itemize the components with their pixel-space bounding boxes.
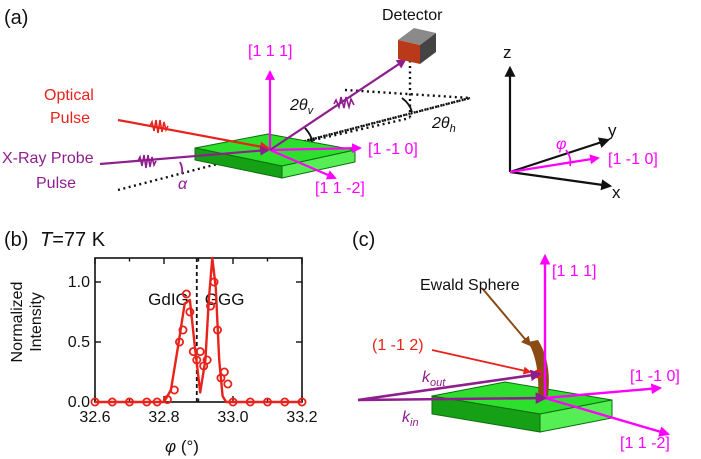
theta-h-label: 2θh: [431, 115, 456, 135]
panel-c: (c) Ewald Sphere (1 -1 2) [1 1 1] [1 -1 …: [352, 229, 680, 452]
x-axis-arrow: [509, 170, 613, 191]
region-label-gdig: GdIG: [148, 290, 189, 309]
data-point: [152, 397, 162, 407]
diffracted-beam-wave: [333, 96, 355, 111]
axis-111-label-c: [1 1 1]: [552, 263, 596, 280]
y-label: y: [608, 121, 617, 140]
alpha-label: α: [178, 176, 188, 193]
data-point: [209, 277, 219, 287]
chart-plot-area: 32.6 32.8 33.0 33.2 0.0 0.5 1.0 GdIG GGG: [68, 256, 318, 426]
optical-pulse-label-2: Pulse: [50, 110, 90, 127]
data-point: [202, 355, 212, 365]
dotted-line-horizontal: [344, 88, 471, 100]
axis-1m10-label-c: [1 -1 0]: [630, 368, 680, 385]
xray-probe-label-1: X-Ray Probe: [2, 150, 94, 167]
optical-pulse-wave: [149, 119, 169, 134]
alpha-arc: [179, 161, 184, 175]
data-point: [185, 307, 195, 317]
data-point: [212, 325, 222, 335]
phi-label: φ: [556, 136, 566, 153]
region-label-ggg: GGG: [205, 290, 245, 309]
sample-slab-c: [431, 381, 613, 433]
panel-a-label: (a): [4, 7, 28, 29]
data-point: [219, 367, 229, 377]
reflection-pointer-arrow: [431, 349, 532, 375]
x-tick-label: 33.0: [217, 409, 248, 426]
axis-1m10-label-a: [1 -1 0]: [368, 141, 418, 158]
data-point: [162, 395, 172, 405]
panel-b-label: (b): [4, 229, 28, 251]
frame-1m10-label: [1 -1 0]: [608, 151, 658, 168]
ewald-sphere-label: Ewald Sphere: [420, 277, 520, 294]
coordinate-frame: z y x φ [1 -1 0]: [503, 43, 658, 202]
x-tick-label: 32.8: [148, 409, 179, 426]
data-point: [280, 397, 290, 407]
theta-v-arc: [304, 127, 313, 143]
reflection-label: (1 -1 2): [372, 337, 424, 354]
x-tick-label: 33.2: [286, 409, 317, 426]
axis-1m10-arrow-c: [544, 383, 663, 400]
theta-h-arc: [401, 97, 413, 113]
z-label: z: [503, 43, 512, 62]
data-point: [107, 397, 117, 407]
k-out-label: kout: [422, 369, 446, 389]
phi-arc: [565, 149, 572, 167]
data-point: [142, 397, 152, 407]
data-point: [195, 347, 205, 357]
xray-probe-label-2: Pulse: [36, 175, 76, 192]
y-axis-label-1: Normalized: [9, 282, 26, 363]
k-out-arrow: [357, 369, 543, 402]
y-tick-label: 0.0: [68, 394, 90, 411]
x-axis-label: φ (°): [165, 437, 199, 456]
detector-label: Detector: [382, 7, 443, 24]
data-point: [169, 385, 179, 395]
axis-111-label-a: [1 1 1]: [248, 43, 292, 60]
y-axis-label-2: Intensity: [28, 292, 45, 352]
data-point: [223, 379, 233, 389]
frame-1m10-arrow: [509, 154, 600, 174]
data-point: [206, 301, 216, 311]
sample-slab-a: [194, 133, 356, 179]
y-tick-label: 1.0: [68, 274, 90, 291]
theta-v-label: 2θv: [289, 97, 315, 117]
axis-11m2-label-a: [1 1 -2]: [315, 180, 365, 197]
ewald-sphere-shape: [528, 340, 549, 398]
xray-probe-wave: [137, 154, 157, 169]
x-tick-label: 32.6: [79, 409, 110, 426]
optical-pulse-label-1: Optical: [44, 87, 94, 104]
axis-11m2-arrow-a: [269, 148, 337, 180]
panel-c-label: (c): [352, 229, 375, 251]
axis-1m10-arrow-a: [269, 143, 362, 154]
detector-icon: [398, 28, 436, 64]
data-point: [192, 355, 202, 365]
k-in-label: kin: [402, 409, 419, 429]
optical-pulse-arrow: [117, 118, 270, 152]
axis-11m2-arrow-c: [544, 396, 671, 437]
data-point: [245, 397, 255, 407]
data-point: [228, 397, 238, 407]
y-tick-label: 0.5: [68, 334, 90, 351]
axis-11m2-label-c: [1 1 -2]: [620, 435, 670, 452]
data-point: [262, 397, 272, 407]
temperature-label: T=77 K: [40, 229, 106, 251]
y-axis-arrow: [509, 137, 611, 174]
data-point: [297, 397, 307, 407]
data-point: [175, 337, 185, 347]
data-point: [90, 397, 100, 407]
panel-b: (b) T=77 K Normalized Intensity 32.6 32.8…: [4, 229, 318, 456]
fit-line: [95, 256, 302, 404]
k-in-arrow: [357, 392, 548, 404]
ewald-pointer-arrow: [481, 287, 532, 347]
data-point: [125, 397, 135, 407]
panel-a: (a) [1 1 1] [1 -1 0] [1 1 -2] Optical Pu…: [2, 7, 471, 197]
xray-probe-arrow: [99, 145, 270, 166]
data-point: [181, 289, 191, 299]
data-point: [178, 325, 188, 335]
x-label: x: [612, 183, 621, 202]
